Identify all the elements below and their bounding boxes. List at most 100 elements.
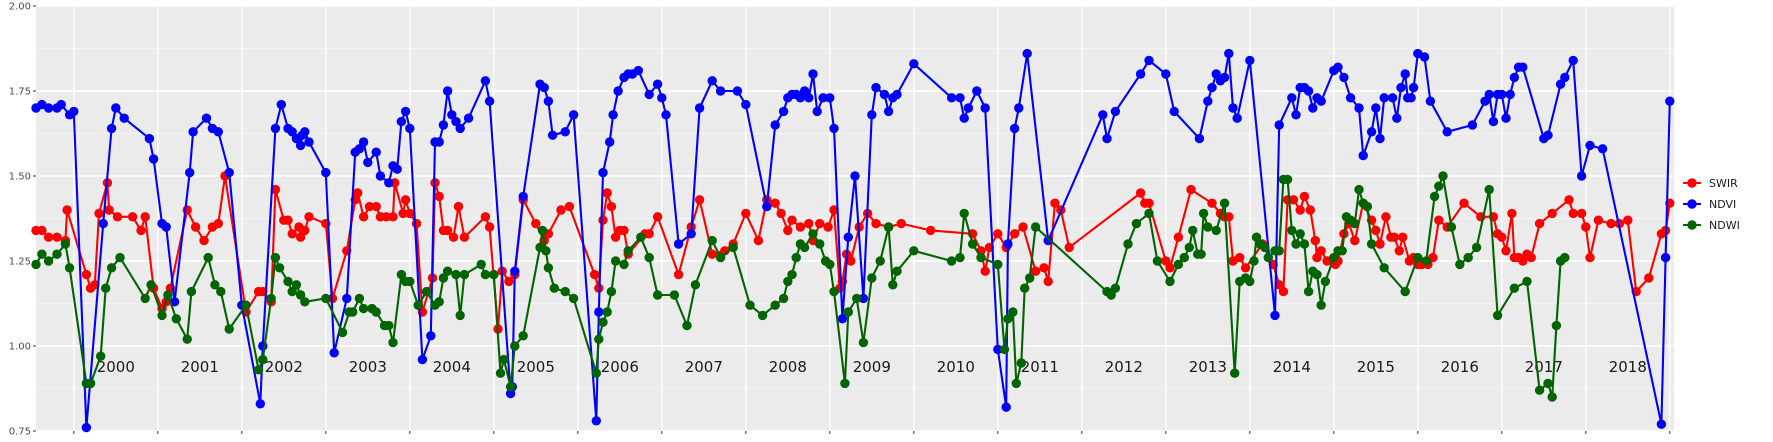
- swir-point: [127, 212, 138, 222]
- year-label: 2016: [1441, 358, 1479, 376]
- ndwi-point: [1019, 283, 1030, 293]
- ndwi-point: [348, 307, 358, 317]
- ndvi-point: [652, 79, 663, 89]
- ndwi-point: [1165, 276, 1175, 287]
- ndvi-point: [1022, 48, 1032, 59]
- ndvi-point: [1358, 150, 1368, 161]
- ndwi-point: [438, 273, 449, 283]
- swir-point: [43, 232, 54, 242]
- y-tick-label: 1.00: [9, 342, 31, 353]
- ndvi-point: [81, 422, 92, 433]
- swir-point: [829, 205, 839, 215]
- ndvi-point: [321, 167, 331, 178]
- ndwi-point: [476, 259, 486, 270]
- ndvi-point: [119, 113, 129, 123]
- ndvi-point: [98, 218, 108, 229]
- swir-point: [283, 215, 293, 225]
- ndvi-point: [818, 93, 828, 103]
- ndvi-point: [707, 76, 717, 86]
- year-label: 2008: [769, 358, 807, 376]
- swir-point: [1350, 235, 1360, 246]
- ndvi-point: [434, 137, 444, 147]
- ndwi-point: [253, 365, 264, 375]
- ndvi-point: [1219, 72, 1230, 83]
- ndwi-point: [495, 368, 506, 378]
- swir-point: [1576, 208, 1587, 219]
- ndwi-point: [203, 252, 213, 263]
- swir-point: [846, 256, 856, 266]
- ndvi-point: [1291, 110, 1301, 120]
- ndvi-point: [547, 130, 558, 140]
- ndvi-point: [1194, 133, 1205, 144]
- swir-point: [1623, 215, 1633, 225]
- ndwi-point: [783, 276, 793, 287]
- swir-point: [94, 208, 104, 219]
- ndvi-point: [405, 123, 415, 134]
- swir-point: [405, 208, 415, 219]
- ndvi-point: [1560, 72, 1570, 83]
- ndwi-point: [266, 293, 276, 304]
- ndvi-point: [1406, 93, 1416, 103]
- ndvi-point: [1232, 113, 1242, 123]
- ndwi-point: [442, 266, 453, 276]
- swir-point: [1434, 215, 1444, 225]
- ndvi-point: [560, 127, 570, 137]
- ndwi-point: [778, 293, 789, 304]
- ndwi-point: [1110, 283, 1121, 293]
- swir-point: [411, 218, 422, 229]
- ndwi-point: [682, 320, 692, 331]
- ndvi-point: [295, 140, 306, 151]
- ndwi-point: [96, 351, 106, 361]
- ndvi-point: [1400, 69, 1410, 79]
- ndwi-point: [1350, 218, 1360, 229]
- ndvi-point: [342, 293, 352, 304]
- ndwi-point: [728, 242, 738, 253]
- ndvi-point: [1392, 113, 1402, 123]
- ndwi-point: [451, 269, 461, 280]
- ndwi-point: [1421, 256, 1431, 266]
- ndwi-point: [867, 273, 877, 283]
- ndwi-point: [1354, 184, 1364, 195]
- swir-point: [1135, 188, 1146, 198]
- year-label: 2010: [937, 358, 975, 376]
- ndwi-point: [946, 256, 957, 266]
- ndvi-point: [879, 89, 890, 100]
- ndvi-point: [778, 106, 789, 117]
- ndwi-point: [157, 310, 167, 321]
- ndvi-point: [363, 157, 373, 168]
- ndvi-point: [438, 120, 449, 130]
- swir-point: [741, 208, 751, 219]
- swir-point: [1501, 246, 1511, 256]
- ndvi-point: [451, 116, 461, 127]
- ndvi-point: [276, 99, 286, 110]
- swir-point: [598, 215, 608, 225]
- ndvi-point: [1228, 103, 1238, 113]
- ndvi-point: [1224, 48, 1234, 59]
- swir-point: [1564, 195, 1574, 205]
- swir-point: [1030, 266, 1041, 276]
- ndvi-point: [1003, 239, 1013, 249]
- ndvi-point: [185, 167, 195, 178]
- swir-point: [371, 201, 381, 212]
- ndvi-point: [867, 110, 877, 120]
- ndvi-point: [1144, 55, 1154, 66]
- legend-key-point: [1687, 220, 1697, 230]
- ndvi-point: [1203, 96, 1213, 106]
- ndvi-point: [329, 348, 339, 358]
- swir-point: [140, 212, 150, 222]
- swir-point: [1593, 215, 1604, 225]
- swir-point: [1497, 232, 1507, 242]
- swir-point: [1235, 252, 1245, 263]
- ndvi-point: [633, 65, 643, 76]
- ndwi-point: [1211, 225, 1221, 236]
- ndvi-point: [543, 96, 554, 106]
- ndvi-point: [354, 144, 365, 154]
- ndvi-point: [1656, 419, 1667, 429]
- ndwi-point: [1274, 246, 1284, 256]
- swir-point: [459, 232, 470, 242]
- ndwi-point: [518, 331, 528, 341]
- swir-point: [300, 225, 310, 236]
- ndvi-point: [715, 86, 726, 96]
- year-labels: 2000 2001 2002 2003 2004 2005 2006 2007 2008 2009…: [97, 358, 1647, 376]
- ndwi-point: [1316, 300, 1326, 310]
